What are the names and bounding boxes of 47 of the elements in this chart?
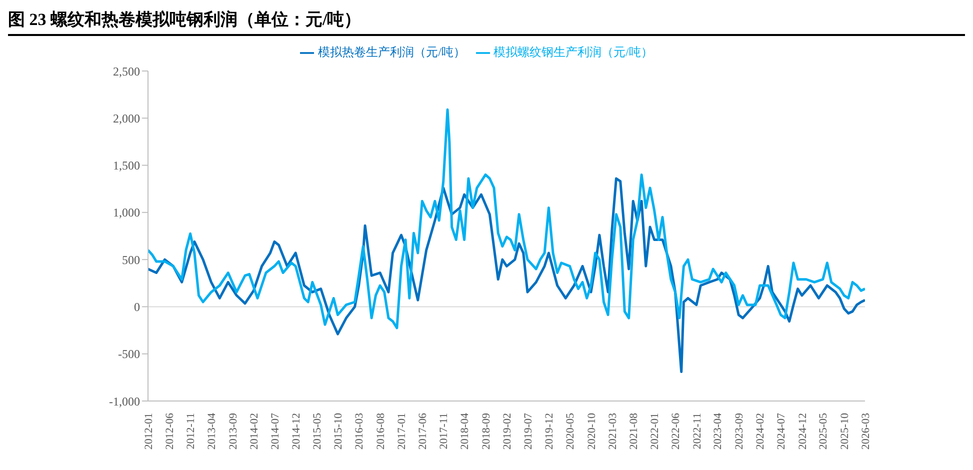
x-tick-label: 2023-04 <box>712 412 724 450</box>
x-tick-label: 2018-09 <box>480 412 492 450</box>
x-tick-label: 2020-10 <box>586 412 598 450</box>
x-tick-label: 2026-03 <box>860 412 872 450</box>
y-tick-label: 2,500 <box>113 64 140 78</box>
x-tick-label: 2014-02 <box>248 413 260 450</box>
x-tick-label: 2022-11 <box>691 413 704 450</box>
x-tick-label: 2013-09 <box>227 412 240 450</box>
x-tick-label: 2012-01 <box>142 413 155 450</box>
x-tick-label: 2025-05 <box>818 412 830 450</box>
x-tick-label: 2018-04 <box>459 412 472 450</box>
x-tick-label: 2012-11 <box>185 413 198 450</box>
line-series <box>148 108 865 330</box>
x-tick-label: 2023-09 <box>733 412 746 450</box>
x-tick-label: 2012-06 <box>164 412 176 450</box>
x-tick-label: 2017-01 <box>396 413 408 450</box>
y-tick-label: 0 <box>134 300 140 314</box>
x-tick-label: 2014-12 <box>290 413 302 450</box>
chart-title: 图 23 螺纹和热卷模拟吨钢利润（单位：元/吨） <box>8 8 965 36</box>
x-tick-label: 2024-12 <box>796 413 809 450</box>
x-tick-label: 2016-03 <box>354 412 366 450</box>
x-tick-label: 2014-07 <box>269 412 282 450</box>
y-tick-label: 2,000 <box>113 111 140 126</box>
x-tick-label: 2019-07 <box>522 412 534 450</box>
y-tick-label: -500 <box>118 347 140 362</box>
y-tick-label: 500 <box>122 252 140 267</box>
y-tick-label: 1,000 <box>113 206 140 220</box>
y-tick-label: 1,500 <box>113 158 140 173</box>
x-tick-label: 2015-10 <box>332 412 345 450</box>
x-tick-label: 2025-10 <box>838 412 851 450</box>
x-tick-label: 2022-06 <box>670 412 682 450</box>
legend-label: 模拟热卷生产利润（元/吨） <box>318 45 466 59</box>
x-tick-label: 2017-06 <box>417 412 430 450</box>
x-tick-label: 2020-05 <box>564 412 577 450</box>
x-tick-label: 2015-05 <box>311 412 324 450</box>
x-tick-label: 2017-11 <box>438 413 450 450</box>
x-tick-label: 2019-12 <box>544 413 556 450</box>
x-tick-label: 2019-02 <box>502 413 514 450</box>
legend-label: 模拟螺纹钢生产利润（元/吨） <box>494 45 653 59</box>
x-tick-label: 2022-01 <box>649 413 662 450</box>
x-tick-label: 2013-04 <box>206 412 218 450</box>
x-tick-label: 2024-07 <box>776 412 788 450</box>
y-tick-label: -1,000 <box>109 394 140 408</box>
x-tick-label: 2021-03 <box>606 412 619 450</box>
x-tick-label: 2024-02 <box>754 413 767 450</box>
x-tick-label: 2016-08 <box>374 412 387 450</box>
x-tick-label: 2021-08 <box>628 412 640 450</box>
